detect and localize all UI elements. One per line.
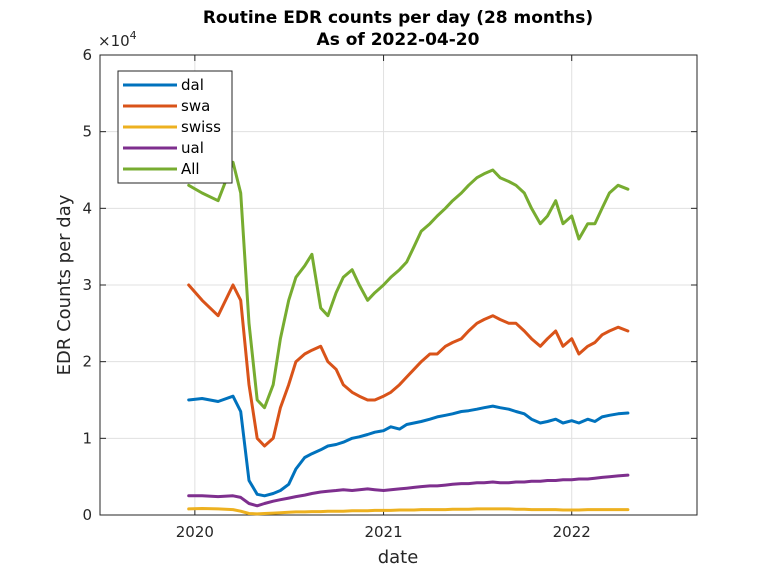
series-line-swiss bbox=[187, 507, 630, 516]
x-axis: 2020 2021 2022 bbox=[176, 55, 591, 541]
series-line-dal bbox=[187, 394, 630, 498]
legend-label-swa: swa bbox=[181, 97, 210, 115]
y-exponent-power: 4 bbox=[130, 29, 137, 42]
y-exponent: ×104 bbox=[98, 29, 137, 50]
y-tick-label: 2 bbox=[82, 353, 92, 371]
x-tick-label: 2022 bbox=[553, 523, 591, 541]
y-tick-label: 0 bbox=[82, 506, 92, 524]
y-tick-label: 5 bbox=[82, 123, 92, 141]
series-layer bbox=[187, 160, 630, 516]
x-axis-label: date bbox=[378, 547, 419, 568]
y-tick-label: 1 bbox=[82, 429, 92, 447]
y-exponent-base: ×10 bbox=[98, 32, 130, 50]
x-tick-label: 2021 bbox=[364, 523, 402, 541]
y-tick-label: 3 bbox=[82, 276, 92, 294]
y-axis: 0 1 2 3 4 5 6 bbox=[82, 46, 697, 524]
legend-label-ual: ual bbox=[181, 139, 204, 157]
y-tick-label: 4 bbox=[82, 199, 92, 217]
series-line-ual bbox=[187, 473, 630, 508]
chart-subtitle: As of 2022-04-20 bbox=[317, 30, 480, 50]
legend: dal swa swiss ual All bbox=[117, 70, 233, 184]
legend-label-all: All bbox=[181, 160, 200, 178]
series-line-all bbox=[187, 160, 630, 410]
y-tick-label: 6 bbox=[82, 46, 92, 64]
y-axis-label: EDR Counts per day bbox=[54, 194, 75, 375]
chart-title: Routine EDR counts per day (28 months) bbox=[203, 8, 593, 28]
legend-label-dal: dal bbox=[181, 76, 204, 94]
series-line-swa bbox=[187, 283, 630, 448]
legend-label-swiss: swiss bbox=[181, 118, 221, 136]
x-tick-label: 2020 bbox=[176, 523, 214, 541]
